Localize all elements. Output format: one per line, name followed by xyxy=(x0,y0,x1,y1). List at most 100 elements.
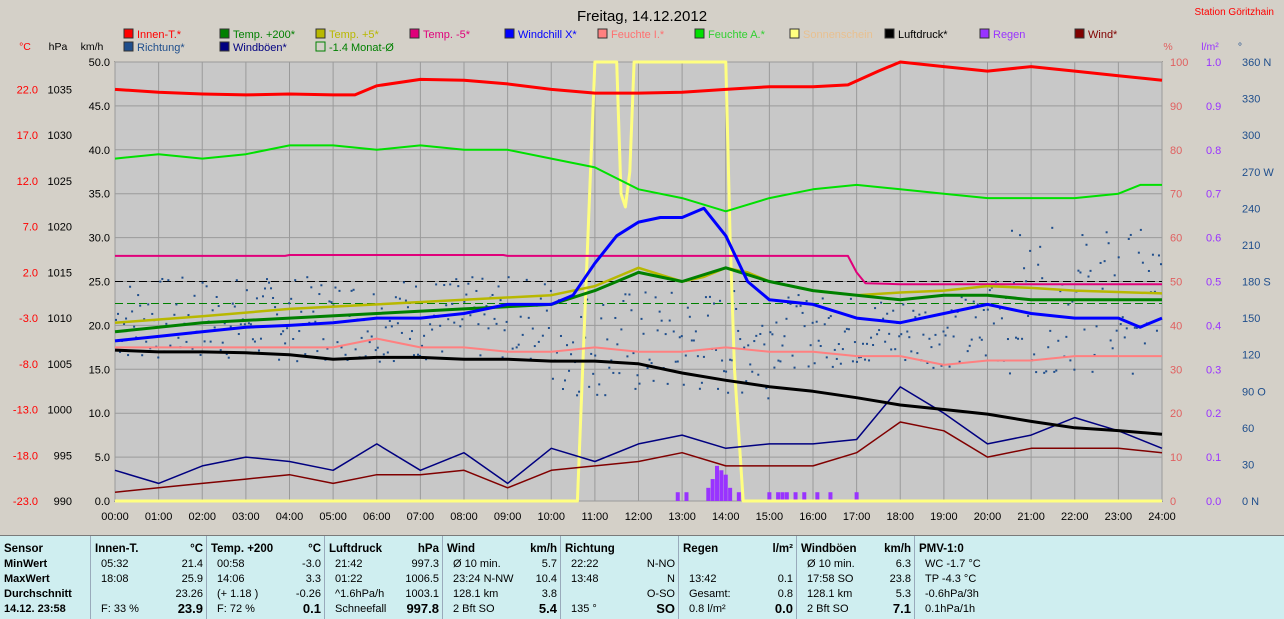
richtung-point xyxy=(676,360,679,363)
hpa-tick-label: 1015 xyxy=(48,267,72,279)
richtung-point xyxy=(678,336,681,339)
richtung-point xyxy=(954,315,957,318)
richtung-point xyxy=(392,360,395,363)
richtung-point xyxy=(805,300,808,303)
richtung-point xyxy=(733,290,736,293)
hpa-tick-label: 1000 xyxy=(48,405,72,417)
richtung-point xyxy=(372,293,375,296)
time-tick-label: 13:00 xyxy=(668,511,696,523)
legend-swatch xyxy=(694,28,705,39)
stats-cell-label: MinWert xyxy=(4,558,48,570)
axis-unit-label: l/m² xyxy=(1201,41,1219,53)
stats-cell-label: 0.8 l/m² xyxy=(689,603,726,615)
richtung-point xyxy=(1081,234,1084,237)
richtung-point xyxy=(652,379,655,382)
time-tick-label: 21:00 xyxy=(1017,511,1045,523)
celsius-tick-label: 2.0 xyxy=(23,267,38,279)
richtung-point xyxy=(894,348,897,351)
richtung-point xyxy=(960,296,963,299)
stats-row: MinWert xyxy=(4,557,86,571)
axis-unit-label: °C xyxy=(19,41,31,53)
stats-row: 01:22 1006.5 xyxy=(329,572,439,586)
richtung-point xyxy=(165,322,168,325)
time-tick-label: 17:00 xyxy=(843,511,871,523)
richtung-point xyxy=(602,303,605,306)
richtung-point xyxy=(1135,326,1138,329)
richtung-point xyxy=(173,313,176,316)
richtung-point xyxy=(1095,325,1098,328)
richtung-point xyxy=(666,382,669,385)
richtung-point xyxy=(1099,261,1102,264)
stats-cell-label: Ø 10 min. xyxy=(807,558,855,570)
stats-cell-label: 23:24 N-NW xyxy=(453,573,514,585)
stats-row: 2 Bft SO 7.1 xyxy=(801,602,911,616)
richtung-point xyxy=(729,358,732,361)
richtung-point xyxy=(618,372,621,375)
stats-cell-value: 997.8 xyxy=(406,601,439,616)
richtung-point xyxy=(1015,336,1018,339)
richtung-point xyxy=(294,279,297,282)
richtung-point xyxy=(847,328,850,331)
richtung-point xyxy=(479,354,482,357)
richtung-point xyxy=(245,289,248,292)
richtung-point xyxy=(457,285,460,288)
richtung-point xyxy=(749,363,752,366)
richtung-point xyxy=(485,305,488,308)
richtung-point xyxy=(843,330,846,333)
stats-cell-value: SO xyxy=(656,601,675,616)
richtung-point xyxy=(668,319,671,322)
richtung-point xyxy=(139,304,142,307)
richtung-point xyxy=(821,297,824,300)
richtung-point xyxy=(237,333,240,336)
richtung-point xyxy=(235,279,238,282)
richtung-point xyxy=(147,303,150,306)
richtung-point xyxy=(352,288,355,291)
percent-tick-label: 10 xyxy=(1170,452,1182,464)
richtung-point xyxy=(280,333,283,336)
richtung-point xyxy=(360,336,363,339)
stats-header-row: Windböen km/h xyxy=(801,542,911,556)
richtung-point xyxy=(525,278,528,281)
percent-tick-label: 40 xyxy=(1170,320,1182,332)
richtung-point xyxy=(626,355,629,358)
legend-swatch xyxy=(597,28,608,39)
richtung-point xyxy=(545,309,548,312)
stats-row: ^1.6hPa/h 1003.1 xyxy=(329,587,439,601)
richtung-point xyxy=(217,305,220,308)
richtung-point xyxy=(648,358,651,361)
richtung-point xyxy=(453,321,456,324)
percent-tick-label: 80 xyxy=(1170,145,1182,157)
stats-header-unit: °C xyxy=(308,543,321,555)
stats-cell-value: 997.3 xyxy=(411,558,439,570)
richtung-point xyxy=(793,366,796,369)
richtung-point xyxy=(739,338,742,341)
legend-label: Innen-T.* xyxy=(137,29,182,41)
stats-header-unit: km/h xyxy=(884,543,911,555)
regen-bar xyxy=(723,474,728,501)
richtung-point xyxy=(868,359,871,362)
richtung-point xyxy=(185,340,188,343)
richtung-point xyxy=(272,296,275,299)
richtung-point xyxy=(539,297,542,300)
celsius-tick-label: -23.0 xyxy=(13,496,38,508)
richtung-point xyxy=(789,302,792,305)
richtung-point xyxy=(1123,336,1126,339)
stats-row: 0.1hPa/1h xyxy=(919,602,1051,616)
stats-row: WC -1.7 °C xyxy=(919,557,1051,571)
richtung-point xyxy=(694,330,697,333)
richtung-point xyxy=(396,322,399,325)
richtung-point xyxy=(590,352,593,355)
stats-header-row: Regen l/m² xyxy=(683,542,793,556)
richtung-point xyxy=(799,304,802,307)
richtung-point xyxy=(578,390,581,393)
richtung-point xyxy=(1141,261,1144,264)
richtung-point xyxy=(785,317,788,320)
lm2-tick-label: 0.2 xyxy=(1206,408,1221,420)
richtung-point xyxy=(829,315,832,318)
richtung-point xyxy=(773,366,776,369)
richtung-point xyxy=(1008,372,1011,375)
time-tick-label: 08:00 xyxy=(450,511,478,523)
richtung-point xyxy=(169,344,172,347)
richtung-point xyxy=(412,354,415,357)
richtung-point xyxy=(958,360,961,363)
